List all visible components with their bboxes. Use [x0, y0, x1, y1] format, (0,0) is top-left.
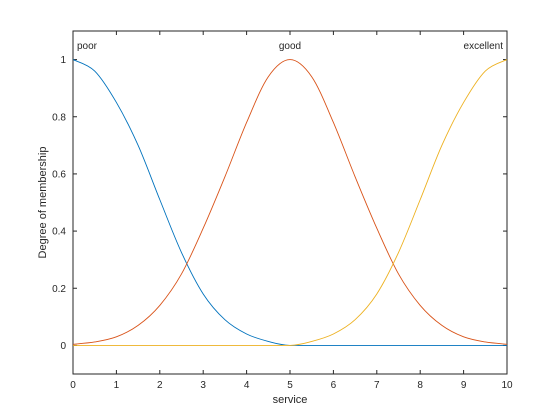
plot-area: 0 1 2 3 4 5 6 7 8 9 10 0 0.2 0.4 0.6 0.8 1 poor good excell…: [52, 30, 513, 391]
mf-label-good: good: [279, 41, 301, 52]
series-line-poor: [72, 59, 507, 346]
series-line-good: [72, 59, 508, 345]
x-tick-label: 6: [331, 380, 337, 391]
x-tick-label: 8: [417, 380, 423, 391]
y-tick-label: 0.6: [52, 169, 66, 180]
mf-label-excellent: excellent: [464, 41, 504, 52]
x-tick-label: 7: [374, 380, 380, 391]
x-tick-label: 9: [461, 380, 467, 391]
y-tick-label: 0.4: [52, 227, 66, 238]
x-tick-label: 3: [200, 380, 206, 391]
series-line-excellent: [73, 59, 508, 346]
x-tick-label: 10: [501, 380, 513, 391]
plot-box: [72, 30, 508, 375]
mf-label-poor: poor: [77, 41, 98, 52]
x-tick-label: 4: [244, 380, 250, 391]
x-axis-label: service: [273, 394, 308, 406]
x-tick-label: 2: [157, 380, 163, 391]
y-tick-label: 0.8: [52, 112, 66, 123]
x-tick-label: 1: [114, 380, 120, 391]
y-tick-label: 0: [60, 341, 66, 352]
y-axis-label: Degree of membership: [37, 147, 49, 259]
y-tick-label: 0.2: [52, 284, 66, 295]
y-tick-label: 1: [60, 55, 66, 66]
x-tick-label: 5: [287, 380, 293, 391]
x-tick-label: 0: [70, 380, 76, 391]
